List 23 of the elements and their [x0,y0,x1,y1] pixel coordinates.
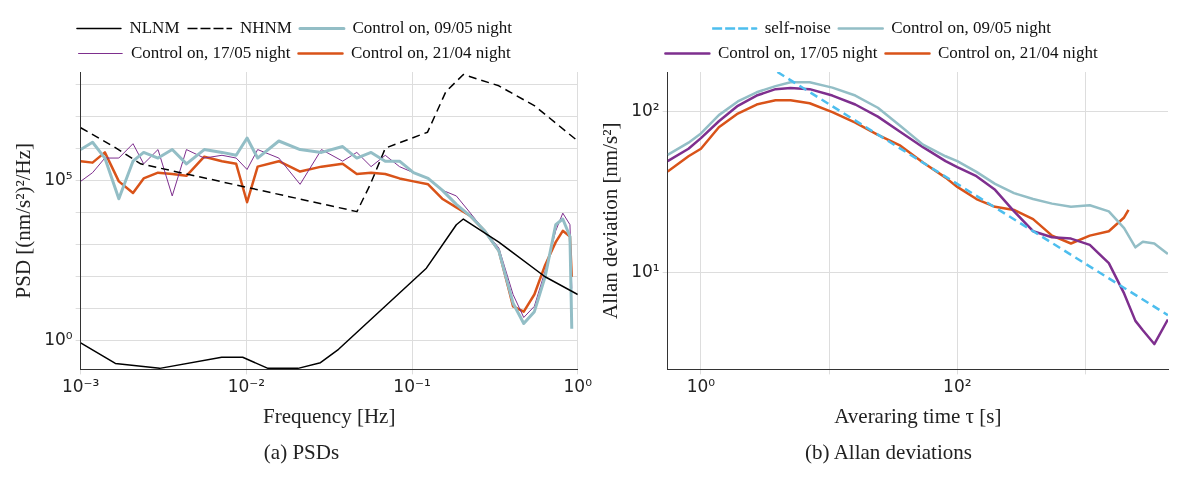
x-tick-label: 10⁻² [227,376,266,397]
legend-label: Control on, 17/05 night [717,42,878,62]
legend-label: Control on, 17/05 night [130,42,291,62]
legend-label: Control on, 09/05 night [352,17,513,37]
legend-label: Control on, 21/04 night [938,42,1098,62]
x-tick-label: 10⁰ [563,376,593,397]
x-axis-title: Averaring time τ [s] [834,403,1002,428]
legend-label: Control on, 21/04 night [351,42,511,62]
y-tick-label: 10⁵ [44,168,73,189]
text: (a) PSDs [262,440,341,465]
y-axis-title: Allan deviation [nm/s²] [598,122,623,319]
legend-label: NLNM [129,17,180,37]
legend-label: NHNM [240,17,292,37]
x-tick-label: 10⁻³ [61,376,100,397]
x-tick-label: 10² [943,376,972,397]
legend-label: Control on, 09/05 night [891,17,1052,37]
y-tick-label: 10¹ [631,260,660,281]
x-tick-label: 10⁻¹ [393,376,431,397]
legend-label: self-noise [764,17,831,37]
text: (b) Allan deviations [804,440,973,465]
x-tick-label: 10⁰ [686,376,716,397]
y-axis-title: PSD [(nm/s²)²/Hz] [11,142,36,299]
x-axis-title: Frequency [Hz] [263,403,396,428]
